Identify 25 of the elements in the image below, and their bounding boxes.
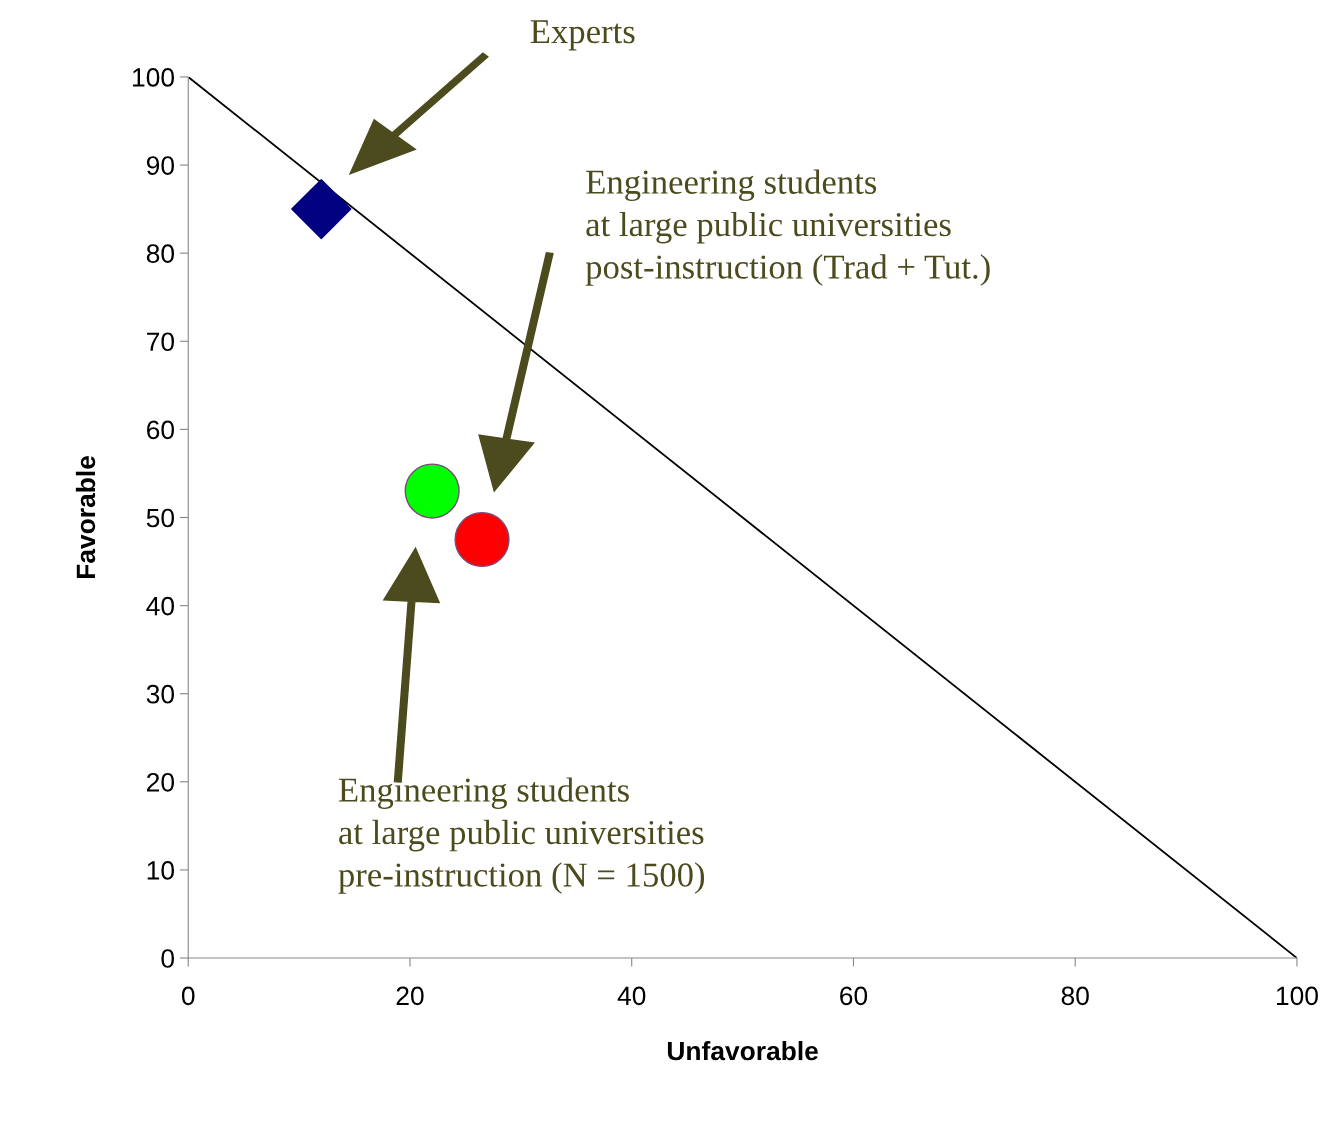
y-tick-label: 80 (146, 244, 175, 263)
text: Experts (530, 20, 635, 51)
y-tick-label: 100 (133, 68, 175, 87)
x-tick-label: 100 (1276, 986, 1318, 1006)
point (291, 178, 352, 240)
y-tick-label: 50 (146, 508, 175, 528)
x-tick-label: 60 (840, 986, 868, 1006)
y-axis-title: Favorable (75, 456, 96, 579)
point (454, 511, 510, 568)
annotation: Engineering students at large public universities post-instruction (Trad + Tut.) (585, 169, 990, 286)
y-tick-label: 90 (146, 156, 175, 175)
y-tick-label: 0 (161, 949, 175, 968)
point (404, 463, 460, 519)
y-tick-label: 60 (147, 420, 175, 440)
y-tick-label: 30 (146, 684, 175, 704)
x-tick-label: 80 (1061, 986, 1089, 1006)
y-tick-label: 20 (147, 772, 175, 792)
y-tick-label: 10 (147, 861, 175, 880)
annotation: Engineering students at large public universities pre-instruction (N = 1500) (338, 777, 705, 894)
y-tick-label: 40 (146, 596, 175, 616)
x-tick-label: 40 (617, 986, 646, 1006)
x-tick-label: 0 (181, 986, 195, 1006)
x-axis-title: Unfavorable (667, 1040, 818, 1061)
x-tick-label: 20 (396, 986, 424, 1006)
y-tick-label: 70 (147, 332, 175, 352)
